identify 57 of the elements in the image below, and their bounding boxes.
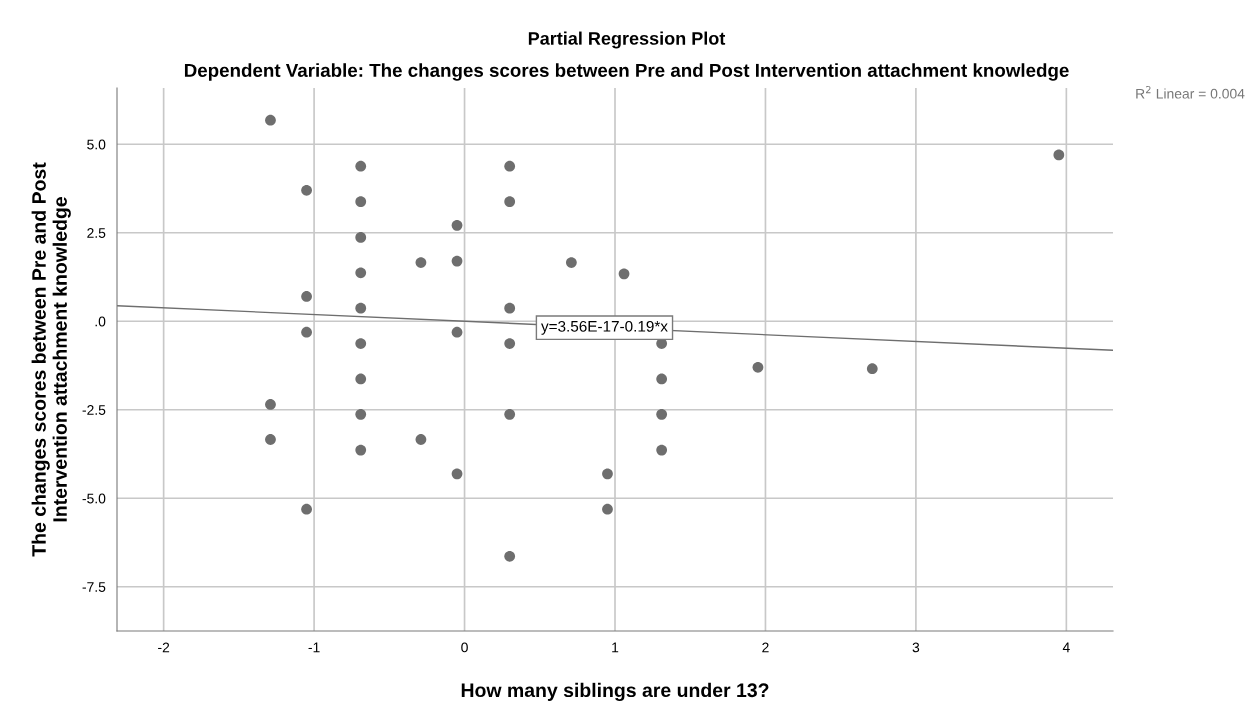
y-tick-label: 5.0 [87,139,106,150]
annotation: y=3.56E-17-0.19*x [541,320,668,335]
point [301,291,312,302]
x-tick-label: 0 [461,642,468,653]
y-axis-title: The changes scores between Pre and Post Intervention attachment knowledge [31,162,71,557]
point [504,302,516,314]
point [301,503,312,515]
point [504,160,516,172]
y-tick-label: -2.5 [82,405,106,415]
point [355,373,367,385]
point [1053,149,1065,161]
chart-title: Partial Regression Plot [528,31,726,49]
x-tick-label: 2 [762,642,769,653]
point [656,444,668,456]
y-tick-label: -5.0 [82,493,106,504]
point [265,114,276,126]
point [415,257,427,268]
point [451,468,463,480]
point [451,219,463,231]
text: R$^{2}$ Linear = 0.004 [1136,85,1245,99]
point [355,267,367,279]
point [504,196,516,208]
point [656,408,668,420]
point [565,257,577,268]
point [602,503,613,515]
point [355,160,367,172]
point [265,434,276,445]
point [504,550,516,562]
point [451,255,463,267]
y-tick-label: .0 [95,316,106,327]
x-tick-label: -1 [308,642,320,653]
point [752,361,764,373]
x-tick-label: -2 [158,642,170,653]
x-axis-title: How many siblings are under 13? [461,682,769,702]
point [355,196,367,208]
x-tick-label: 4 [1062,642,1070,653]
point [355,302,367,314]
x-tick-label: 3 [912,642,920,653]
point [355,232,367,243]
point [355,444,367,456]
point [451,326,463,338]
chart-subtitle: Dependent Variable: The changes scores between Pre and Post Intervention attachment knowledge [184,63,1069,81]
point [504,338,516,349]
point [355,408,367,420]
point [618,268,630,280]
point [602,468,613,480]
y-tick-label: 2.5 [87,228,106,238]
x-tick-label: 1 [612,642,619,653]
point [301,326,312,338]
point [656,373,668,385]
point [355,338,367,349]
point [866,363,878,375]
point [265,399,276,410]
point [415,434,427,445]
point [504,408,516,420]
y-tick-label: -7.5 [82,582,106,592]
point [301,184,312,196]
